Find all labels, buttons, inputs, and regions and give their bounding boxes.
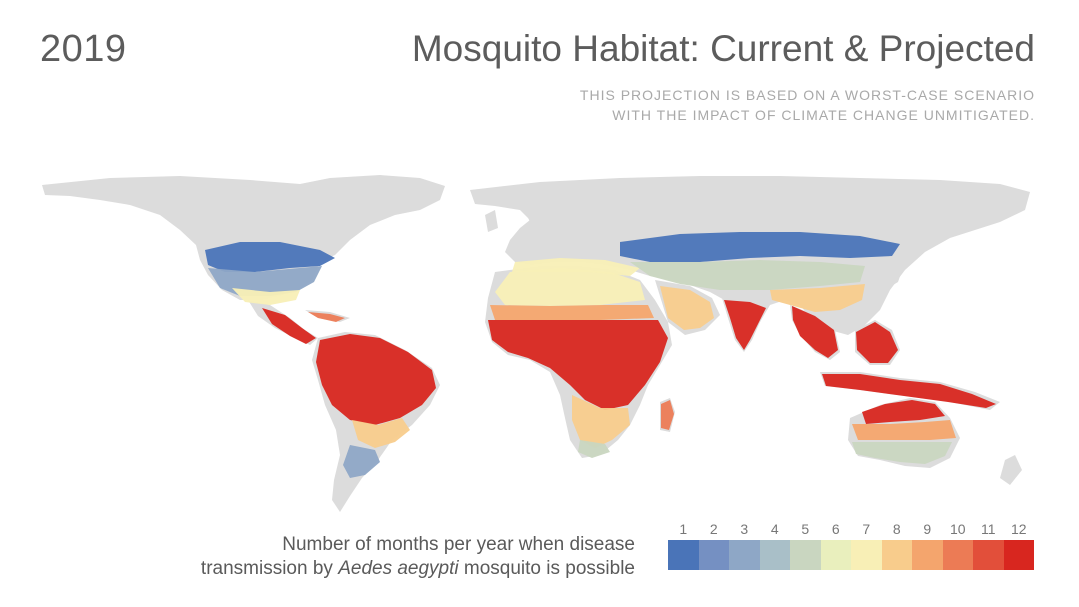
legend-label-12: 12 <box>1010 521 1027 537</box>
legend-swatch-4 <box>759 540 790 570</box>
habitat-sa-cone <box>343 445 380 478</box>
species-name: Aedes aegypti <box>338 558 459 579</box>
legend-swatch-1 <box>668 540 699 570</box>
habitat-indonesia <box>822 374 996 408</box>
habitat-asia-middle <box>630 260 865 290</box>
landmass-uk <box>485 210 498 232</box>
caption-line-1: Number of months per year when disease <box>282 534 635 555</box>
caption-line-2-prefix: transmission by <box>200 558 339 579</box>
habitat-caribbean <box>308 312 345 322</box>
legend-swatch-10 <box>942 540 973 570</box>
habitat-na-northern <box>205 242 335 272</box>
legend-label-5: 5 <box>801 521 810 537</box>
legend-swatch-11 <box>973 540 1004 570</box>
map-subtitle: THIS PROJECTION IS BASED ON A WORST-CASE… <box>580 85 1035 125</box>
habitat-africa-sahel <box>490 305 654 320</box>
legend-swatch-5 <box>790 540 821 570</box>
legend-label-2: 2 <box>709 521 718 537</box>
habitat-australia-north <box>862 400 945 424</box>
legend-swatch-7 <box>851 540 882 570</box>
legend-swatch-3 <box>729 540 760 570</box>
caption-line-2: transmission by Aedes aegypti mosquito i… <box>201 557 635 581</box>
legend-label-10: 10 <box>949 521 966 537</box>
habitat-mediterranean <box>512 258 640 276</box>
habitat-australia-central <box>852 420 956 440</box>
legend-label-4: 4 <box>770 521 779 537</box>
habitat-philippines-borneo <box>856 322 898 363</box>
legend-labels: 1 2 3 4 5 6 7 8 9 10 11 12 <box>668 518 1034 540</box>
legend-swatch-6 <box>820 540 851 570</box>
habitat-africa-sahara <box>495 268 645 306</box>
landmass-japan <box>880 252 905 290</box>
habitat-arabia <box>660 286 714 330</box>
legend-label-1: 1 <box>679 521 688 537</box>
legend-swatch-12 <box>1003 540 1034 570</box>
legend-swatch-9 <box>912 540 943 570</box>
legend-label-6: 6 <box>831 521 840 537</box>
landmass-north-america <box>42 175 445 300</box>
habitat-central-america <box>262 308 316 344</box>
year-label: 2019 <box>40 28 127 70</box>
subtitle-line-1: THIS PROJECTION IS BASED ON A WORST-CASE… <box>579 87 1035 103</box>
habitat-overlay <box>205 232 996 478</box>
habitat-africa-south <box>572 395 630 448</box>
habitat-na-southern <box>232 288 300 305</box>
habitat-madagascar <box>661 400 674 430</box>
map-title: Mosquito Habitat: Current & Projected <box>411 28 1035 69</box>
legend-caption: Number of months per year when disease t… <box>201 533 635 581</box>
legend-label-9: 9 <box>923 521 932 537</box>
color-legend: 1 2 3 4 5 6 7 8 9 10 11 12 <box>668 518 1034 570</box>
legend-label-3: 3 <box>740 521 749 537</box>
habitat-africa-tip <box>578 440 610 458</box>
landmass-scandinavia <box>520 190 565 225</box>
legend-swatch-8 <box>881 540 912 570</box>
subtitle-line-2: WITH THE IMPACT OF CLIMATE CHANGE UNMITI… <box>612 107 1035 123</box>
landmass-new-zealand <box>1000 455 1022 485</box>
habitat-africa-central <box>488 320 668 410</box>
habitat-southeast-asia <box>792 306 838 358</box>
legend-swatches <box>668 540 1034 570</box>
legend-swatch-2 <box>698 540 729 570</box>
caption-line-2-suffix: mosquito is possible <box>458 558 635 579</box>
habitat-asia-northern <box>620 232 900 262</box>
habitat-sa-amazon <box>316 334 436 425</box>
legend-label-7: 7 <box>862 521 871 537</box>
habitat-china-south <box>770 284 865 312</box>
legend-label-11: 11 <box>980 521 996 537</box>
habitat-india <box>724 300 766 350</box>
habitat-australia-south <box>852 442 952 464</box>
habitat-sa-south <box>352 418 410 448</box>
legend-label-8: 8 <box>892 521 901 537</box>
